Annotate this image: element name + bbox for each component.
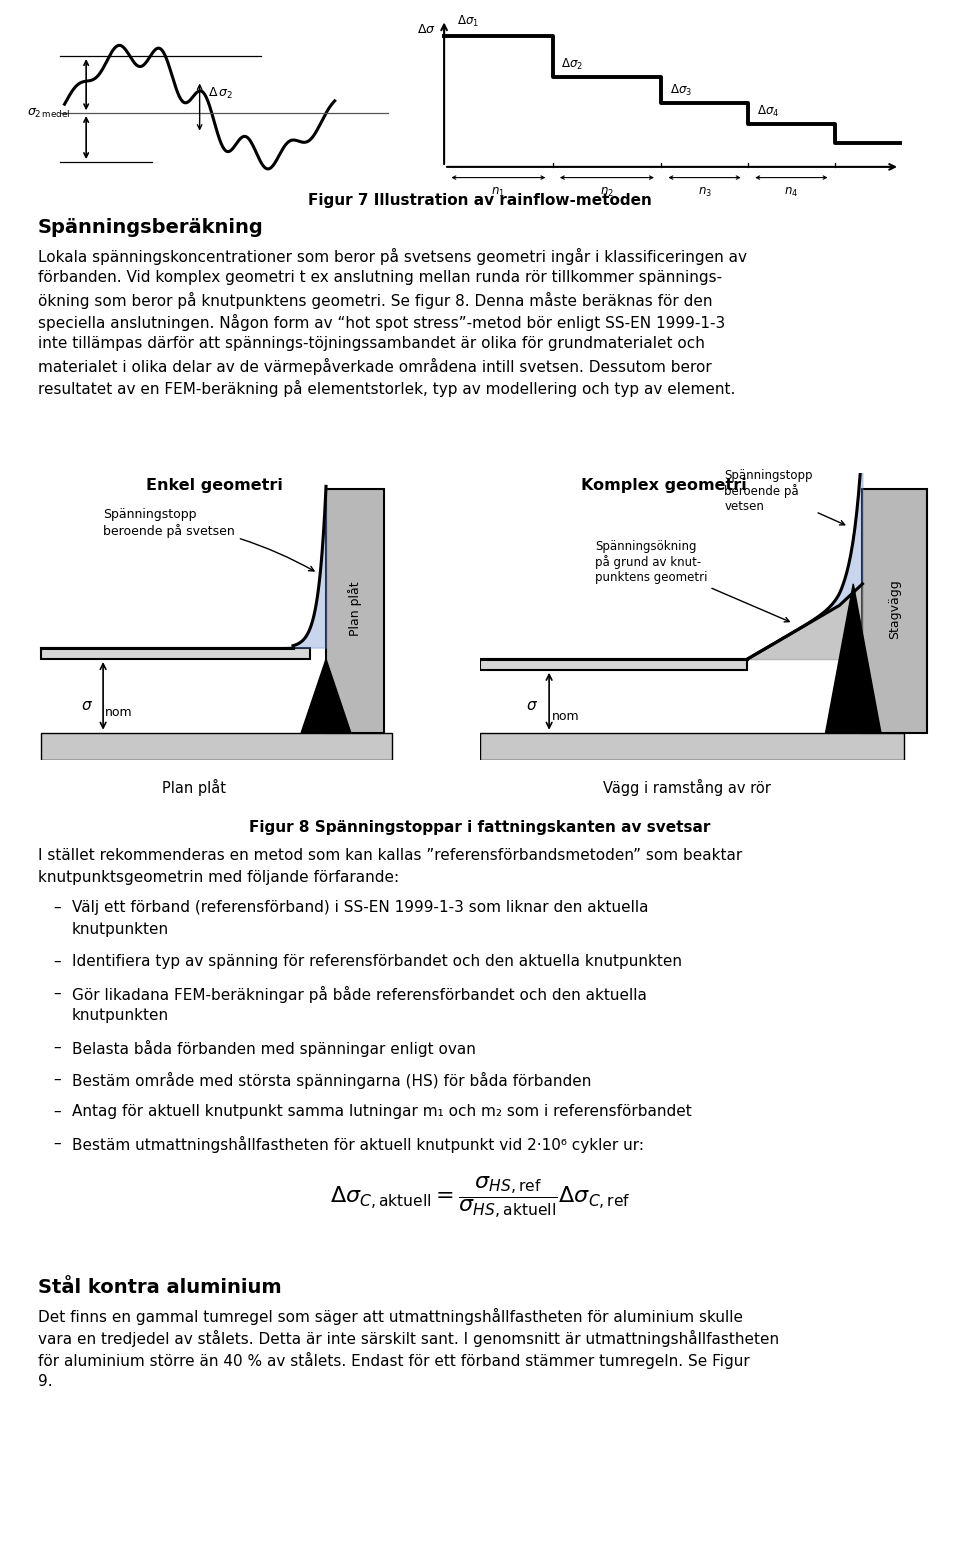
Text: ökning som beror på knutpunktens geometri. Se figur 8. Denna måste beräknas för : ökning som beror på knutpunktens geometr… bbox=[38, 291, 712, 308]
Text: $\Delta\sigma$: $\Delta\sigma$ bbox=[417, 23, 436, 36]
Text: $n_1$: $n_1$ bbox=[492, 186, 505, 198]
Text: Bestäm utmattningshållfastheten för aktuell knutpunkt vid 2·10⁶ cykler ur:: Bestäm utmattningshållfastheten för aktu… bbox=[72, 1136, 644, 1153]
Bar bbox=[862, 488, 927, 733]
Text: $\Delta\sigma_3$: $\Delta\sigma_3$ bbox=[670, 82, 692, 98]
Polygon shape bbox=[301, 659, 350, 733]
Text: Spänningsberäkning: Spänningsberäkning bbox=[38, 219, 264, 237]
Text: Plan plåt: Plan plåt bbox=[348, 581, 362, 636]
Text: –: – bbox=[53, 1136, 60, 1152]
Bar bbox=[41, 648, 309, 659]
Text: Gör likadana FEM-beräkningar på både referensförbandet och den aktuella: Gör likadana FEM-beräkningar på både ref… bbox=[72, 986, 647, 1003]
Text: nom: nom bbox=[106, 707, 132, 719]
Text: –: – bbox=[53, 953, 60, 969]
Text: vara en tredjedel av stålets. Detta är inte särskilt sant. I genomsnitt är utmat: vara en tredjedel av stålets. Detta är i… bbox=[38, 1330, 780, 1347]
Text: –: – bbox=[53, 1040, 60, 1056]
Text: –: – bbox=[53, 901, 60, 914]
Text: $\sigma$: $\sigma$ bbox=[81, 698, 93, 713]
Text: Vägg i ramstång av rör: Vägg i ramstång av rör bbox=[604, 780, 771, 797]
Text: Belasta båda förbanden med spänningar enligt ovan: Belasta båda förbanden med spänningar en… bbox=[72, 1040, 476, 1057]
Text: inte tillämpas därför att spännings-töjningssambandet är olika för grundmaterial: inte tillämpas därför att spännings-töjn… bbox=[38, 336, 705, 350]
Text: $n_2$: $n_2$ bbox=[600, 186, 613, 198]
Text: Stagvägg: Stagvägg bbox=[888, 580, 901, 639]
Text: Stål kontra aluminium: Stål kontra aluminium bbox=[38, 1279, 281, 1297]
Text: Spänningstopp
beroende på svetsen: Spänningstopp beroende på svetsen bbox=[103, 508, 314, 570]
Text: Välj ett förband (referensförband) i SS-EN 1999-1-3 som liknar den aktuella: Välj ett förband (referensförband) i SS-… bbox=[72, 901, 649, 914]
Text: $\Delta\sigma_1$: $\Delta\sigma_1$ bbox=[457, 14, 479, 29]
Text: $\Delta\sigma_4$: $\Delta\sigma_4$ bbox=[756, 104, 779, 119]
Bar bbox=[480, 733, 904, 760]
Text: nom: nom bbox=[551, 710, 579, 722]
Text: Spänningsökning
på grund av knut-
punktens geometri: Spänningsökning på grund av knut- punkte… bbox=[595, 541, 789, 622]
Text: resultatet av en FEM-beräkning på elementstorlek, typ av modellering och typ av : resultatet av en FEM-beräkning på elemen… bbox=[38, 380, 735, 397]
Text: Enkel geometri: Enkel geometri bbox=[146, 477, 283, 493]
Text: Antag för aktuell knutpunkt samma lutningar m₁ och m₂ som i referensförbandet: Antag för aktuell knutpunkt samma lutnin… bbox=[72, 1104, 692, 1119]
Text: $\Delta\,\sigma_2$: $\Delta\,\sigma_2$ bbox=[207, 85, 233, 101]
Text: speciella anslutningen. Någon form av “hot spot stress”-metod bör enligt SS-EN 1: speciella anslutningen. Någon form av “h… bbox=[38, 315, 725, 332]
Text: –: – bbox=[53, 1073, 60, 1087]
Bar bbox=[41, 733, 392, 760]
Text: Plan plåt: Plan plåt bbox=[162, 780, 226, 797]
Text: knutpunktsgeometrin med följande förfarande:: knutpunktsgeometrin med följande förfara… bbox=[38, 870, 399, 885]
Polygon shape bbox=[826, 584, 881, 733]
Text: $n_4$: $n_4$ bbox=[784, 186, 799, 198]
Text: Spänningstopp
beroende på
vetsen: Spänningstopp beroende på vetsen bbox=[724, 468, 845, 525]
Text: Identifiera typ av spänning för referensförbandet och den aktuella knutpunkten: Identifiera typ av spänning för referens… bbox=[72, 953, 682, 969]
Bar bbox=[480, 659, 747, 670]
Text: Det finns en gammal tumregel som säger att utmattningshållfastheten för aluminiu: Det finns en gammal tumregel som säger a… bbox=[38, 1308, 743, 1325]
Text: förbanden. Vid komplex geometri t ex anslutning mellan runda rör tillkommer spän: förbanden. Vid komplex geometri t ex ans… bbox=[38, 270, 722, 285]
Text: I stället rekommenderas en metod som kan kallas ”referensförbandsmetoden” som be: I stället rekommenderas en metod som kan… bbox=[38, 848, 742, 863]
Text: Figur 8 Spänningstoppar i fattningskanten av svetsar: Figur 8 Spänningstoppar i fattningskante… bbox=[250, 820, 710, 835]
Text: materialet i olika delar av de värmepåverkade områdena intill svetsen. Dessutom : materialet i olika delar av de värmepåve… bbox=[38, 358, 711, 375]
Text: för aluminium större än 40 % av stålets. Endast för ett förband stämmer tumregel: för aluminium större än 40 % av stålets.… bbox=[38, 1352, 750, 1369]
Text: –: – bbox=[53, 986, 60, 1001]
Text: knutpunkten: knutpunkten bbox=[72, 1008, 169, 1023]
Text: $\sigma$: $\sigma$ bbox=[525, 698, 538, 713]
Text: knutpunkten: knutpunkten bbox=[72, 922, 169, 938]
Text: Figur 7 Illustration av rainflow-metoden: Figur 7 Illustration av rainflow-metoden bbox=[308, 194, 652, 208]
Text: $n_3$: $n_3$ bbox=[698, 186, 711, 198]
Bar bbox=[326, 488, 384, 733]
Text: Lokala spänningskoncentrationer som beror på svetsens geometri ingår i klassific: Lokala spänningskoncentrationer som bero… bbox=[38, 248, 747, 265]
Text: Komplex geometri: Komplex geometri bbox=[582, 477, 747, 493]
Text: $\Delta\sigma_2$: $\Delta\sigma_2$ bbox=[562, 57, 584, 71]
Text: –: – bbox=[53, 1104, 60, 1119]
Text: $\sigma_{2\,\mathrm{medel}}$: $\sigma_{2\,\mathrm{medel}}$ bbox=[27, 107, 70, 119]
Text: Bestäm område med största spänningarna (HS) för båda förbanden: Bestäm område med största spänningarna (… bbox=[72, 1073, 591, 1090]
Text: $\Delta\sigma_{C,\mathrm{aktuell}} = \dfrac{\sigma_{HS,\mathrm{ref}}}{\sigma_{HS: $\Delta\sigma_{C,\mathrm{aktuell}} = \df… bbox=[329, 1175, 631, 1221]
Text: 9.: 9. bbox=[38, 1373, 53, 1389]
